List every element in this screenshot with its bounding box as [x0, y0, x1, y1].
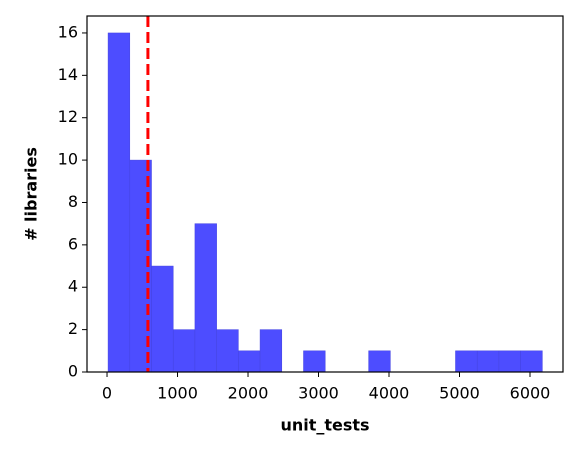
bar [368, 350, 391, 373]
y-tick-label: 2 [68, 319, 78, 338]
bar [498, 350, 521, 373]
x-tick-label: 4000 [369, 384, 410, 403]
y-tick-label: 12 [58, 107, 78, 126]
x-tick-label: 0 [102, 384, 112, 403]
x-axis-label: unit_tests [280, 416, 369, 435]
bar [194, 223, 217, 373]
bar [172, 329, 196, 373]
bar [259, 329, 283, 373]
x-tick-label: 3000 [298, 384, 339, 403]
y-tick-label: 0 [68, 362, 78, 381]
plot-frame [86, 15, 564, 373]
x-tick-label: 2000 [228, 384, 269, 403]
y-tick-label: 14 [58, 65, 78, 84]
bar [303, 350, 326, 373]
bar [476, 350, 500, 373]
bar [520, 350, 543, 373]
y-axis-label: # libraries [22, 147, 41, 241]
bar [107, 32, 131, 373]
y-tick-label: 4 [68, 277, 78, 296]
y-tick-label: 6 [68, 234, 78, 253]
bar [455, 350, 478, 373]
y-tick-label: 16 [58, 22, 78, 41]
x-tick-label: 5000 [439, 384, 480, 403]
y-tick-label: 8 [68, 192, 78, 211]
x-tick-label: 6000 [510, 384, 551, 403]
bar [216, 329, 239, 373]
y-tick-label: 10 [58, 150, 78, 169]
bar [151, 265, 174, 373]
bar [238, 350, 261, 373]
x-tick-label: 1000 [157, 384, 198, 403]
